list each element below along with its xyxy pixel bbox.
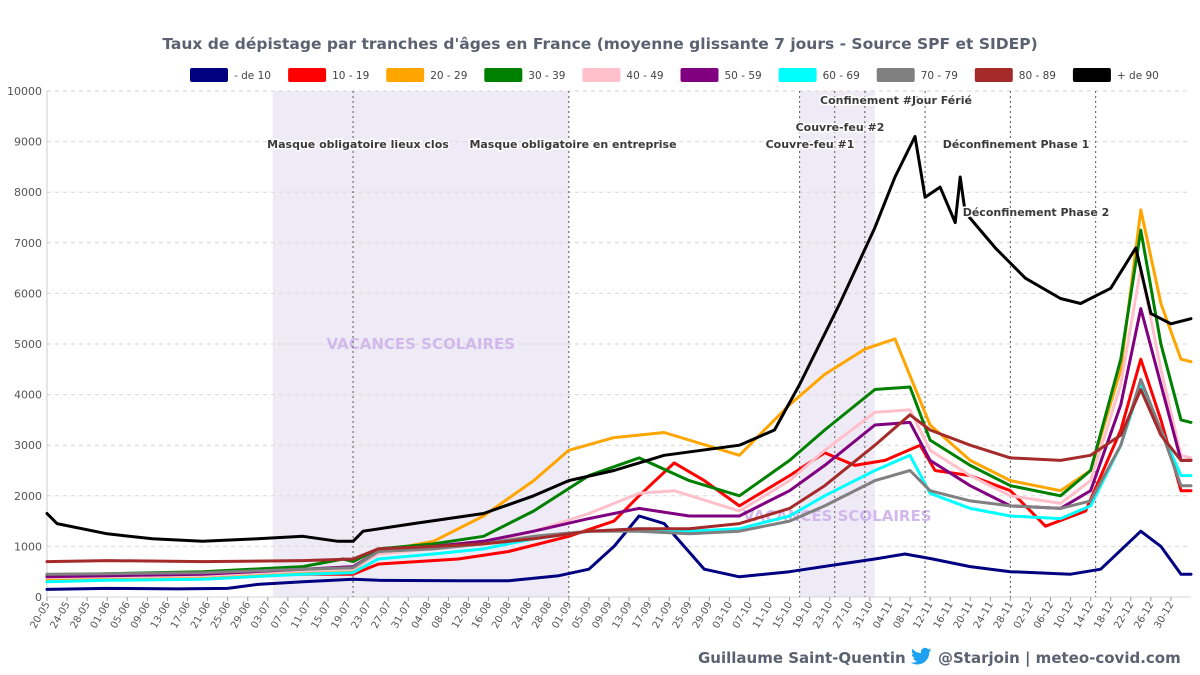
legend-label: - de 10 [234, 70, 271, 82]
footer-handle: @Starjoin | meteo-covid.com [938, 649, 1181, 668]
event-label: Déconfinement Phase 1 [943, 138, 1090, 151]
legend-swatch [974, 68, 1013, 82]
legend-swatch [680, 68, 719, 82]
shaded-period-label: VACANCES SCOLAIRES [327, 335, 516, 353]
event-label: Jour Férié [911, 94, 972, 107]
y-tick-label: 2000 [14, 490, 42, 503]
y-tick-label: 4000 [14, 389, 42, 402]
legend-label: 40 - 49 [626, 70, 663, 82]
legend-label: 70 - 79 [921, 70, 958, 82]
y-tick-label: 0 [35, 591, 42, 604]
event-label: Confinement #2 [820, 94, 920, 107]
y-tick-label: 5000 [14, 338, 42, 351]
legend-swatch [484, 68, 523, 82]
y-tick-label: 10000 [7, 85, 42, 98]
y-tick-label: 1000 [14, 540, 42, 553]
y-tick-label: 6000 [14, 287, 42, 300]
event-label: Couvre-feu #2 [796, 121, 885, 134]
y-tick-label: 8000 [14, 186, 42, 199]
legend-label: + de 90 [1117, 70, 1159, 82]
series-line [45, 135, 1193, 543]
legend-label: 80 - 89 [1019, 70, 1056, 82]
series-line [45, 307, 1193, 579]
legend-swatch [876, 68, 915, 82]
shaded-period-label: VACANCES SCOLAIRES [743, 507, 932, 525]
x-tick-label: 30-12 [1152, 600, 1176, 631]
legend-swatch [582, 68, 621, 82]
legend-swatch [1072, 68, 1111, 82]
footer-author: Guillaume Saint-Quentin [698, 649, 906, 667]
legend-label: 60 - 69 [823, 70, 860, 82]
legend-swatch [190, 68, 228, 82]
y-tick-label: 3000 [14, 439, 42, 452]
event-label: Masque obligatoire lieux clos [267, 138, 449, 151]
series-line [45, 514, 1193, 591]
y-tick-label: 7000 [14, 237, 42, 250]
event-label: Couvre-feu #1 [766, 138, 855, 151]
y-tick-label: 9000 [14, 136, 42, 149]
legend-label: 20 - 29 [430, 70, 467, 82]
chart-title: Taux de dépistage par tranches d'âges en… [162, 35, 1037, 53]
event-label: Déconfinement Phase 2 [963, 206, 1110, 219]
series-line [45, 377, 1193, 576]
twitter-bird-icon [911, 647, 932, 665]
legend-label: 30 - 39 [528, 70, 565, 82]
series-line [45, 357, 1193, 579]
legend-label: 10 - 19 [332, 70, 369, 82]
legend-swatch [386, 68, 425, 82]
legend-swatch [778, 68, 817, 82]
series-line [45, 388, 1193, 564]
series-line [45, 266, 1193, 580]
series-line [45, 228, 1193, 578]
legend-swatch [288, 68, 327, 82]
event-label: Masque obligatoire en entreprise [469, 138, 676, 151]
legend-label: 50 - 59 [725, 70, 762, 82]
